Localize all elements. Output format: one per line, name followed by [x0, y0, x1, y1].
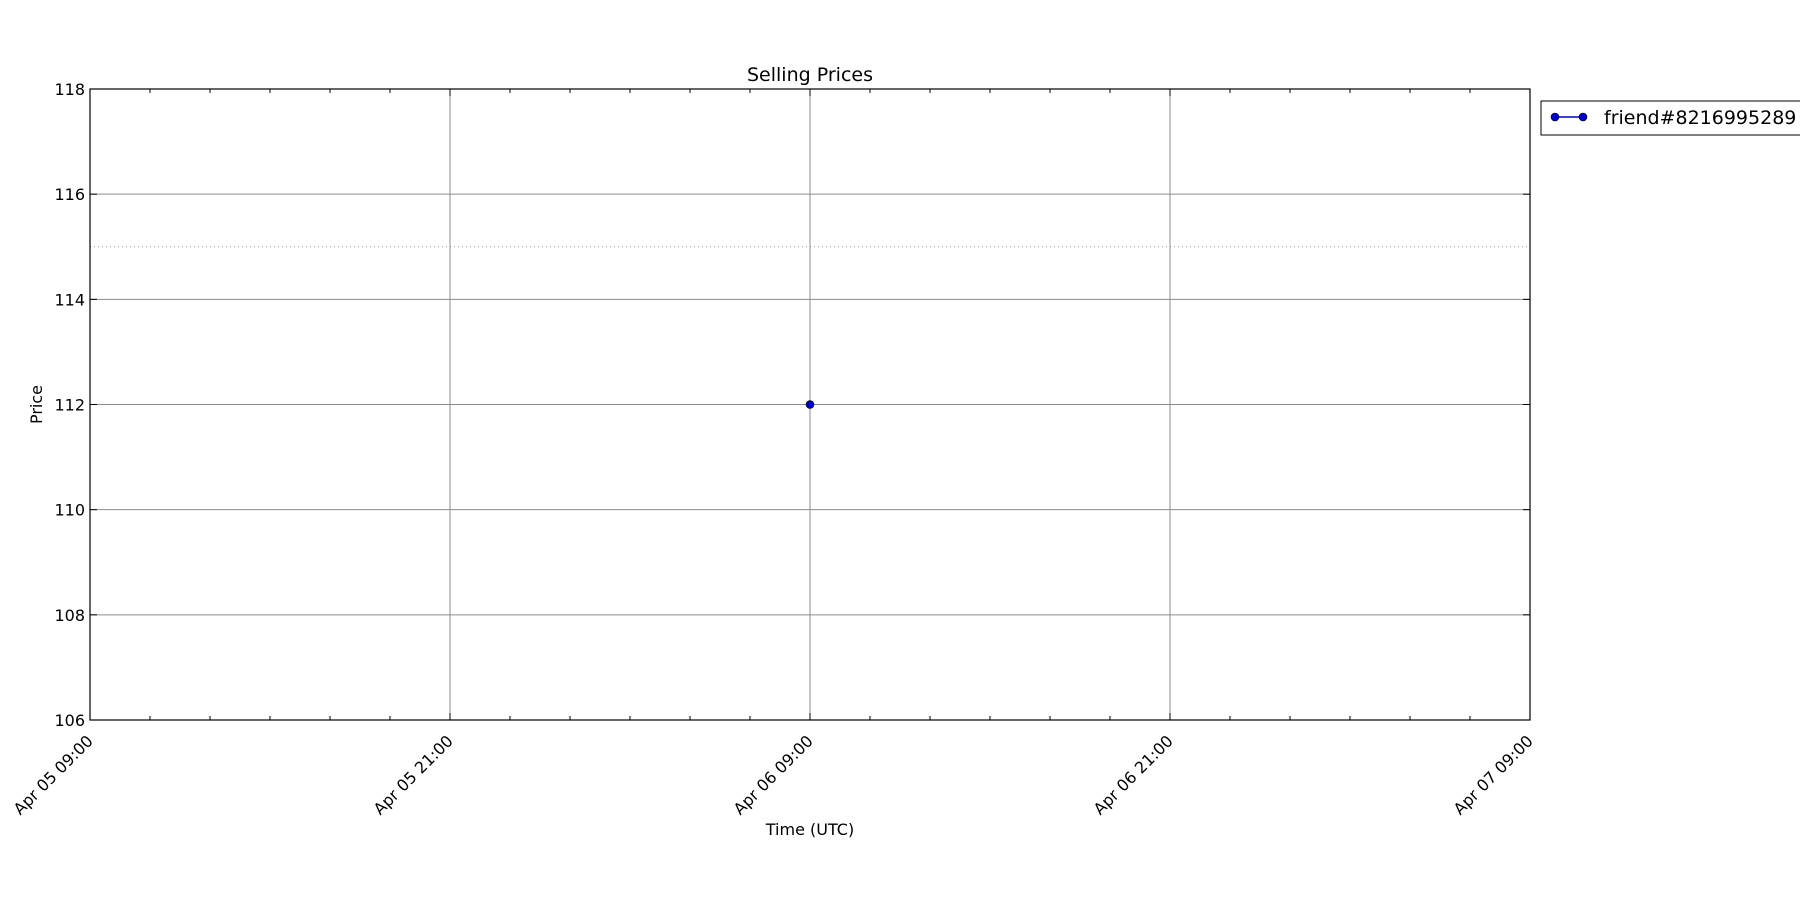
x-tick-label: Apr 05 09:00 — [10, 731, 97, 818]
legend-marker — [1550, 112, 1560, 122]
x-tick-label: Apr 07 09:00 — [1450, 731, 1537, 818]
x-axis-label: Time (UTC) — [765, 820, 854, 839]
y-tick-label: 108 — [54, 606, 85, 625]
legend: friend#8216995289 — [1540, 100, 1800, 136]
chart-title: Selling Prices — [747, 64, 873, 86]
y-tick-label: 114 — [54, 290, 85, 309]
x-tick-labels: Apr 05 09:00 Apr 05 21:00 Apr 06 09:00 Apr … — [10, 731, 1537, 818]
series-layer — [805, 400, 815, 409]
y-tick-label: 118 — [54, 80, 85, 99]
x-tick-label: Apr 06 09:00 — [730, 731, 817, 818]
y-tick-labels: 106 108 110 112 114 116 118 — [54, 80, 85, 730]
y-tick-label: 112 — [54, 396, 85, 415]
y-axis-label: Price — [27, 385, 46, 424]
tick-marks — [89, 88, 1531, 721]
y-tick-label: 106 — [54, 711, 85, 730]
y-tick-label: 110 — [54, 501, 85, 520]
x-tick-label: Apr 06 21:00 — [1090, 731, 1177, 818]
data-point — [805, 400, 815, 409]
y-tick-label: 116 — [54, 185, 85, 204]
x-tick-label: Apr 05 21:00 — [370, 731, 457, 818]
legend-entry-label: friend#8216995289 — [1604, 107, 1796, 129]
legend-marker — [1578, 112, 1588, 122]
